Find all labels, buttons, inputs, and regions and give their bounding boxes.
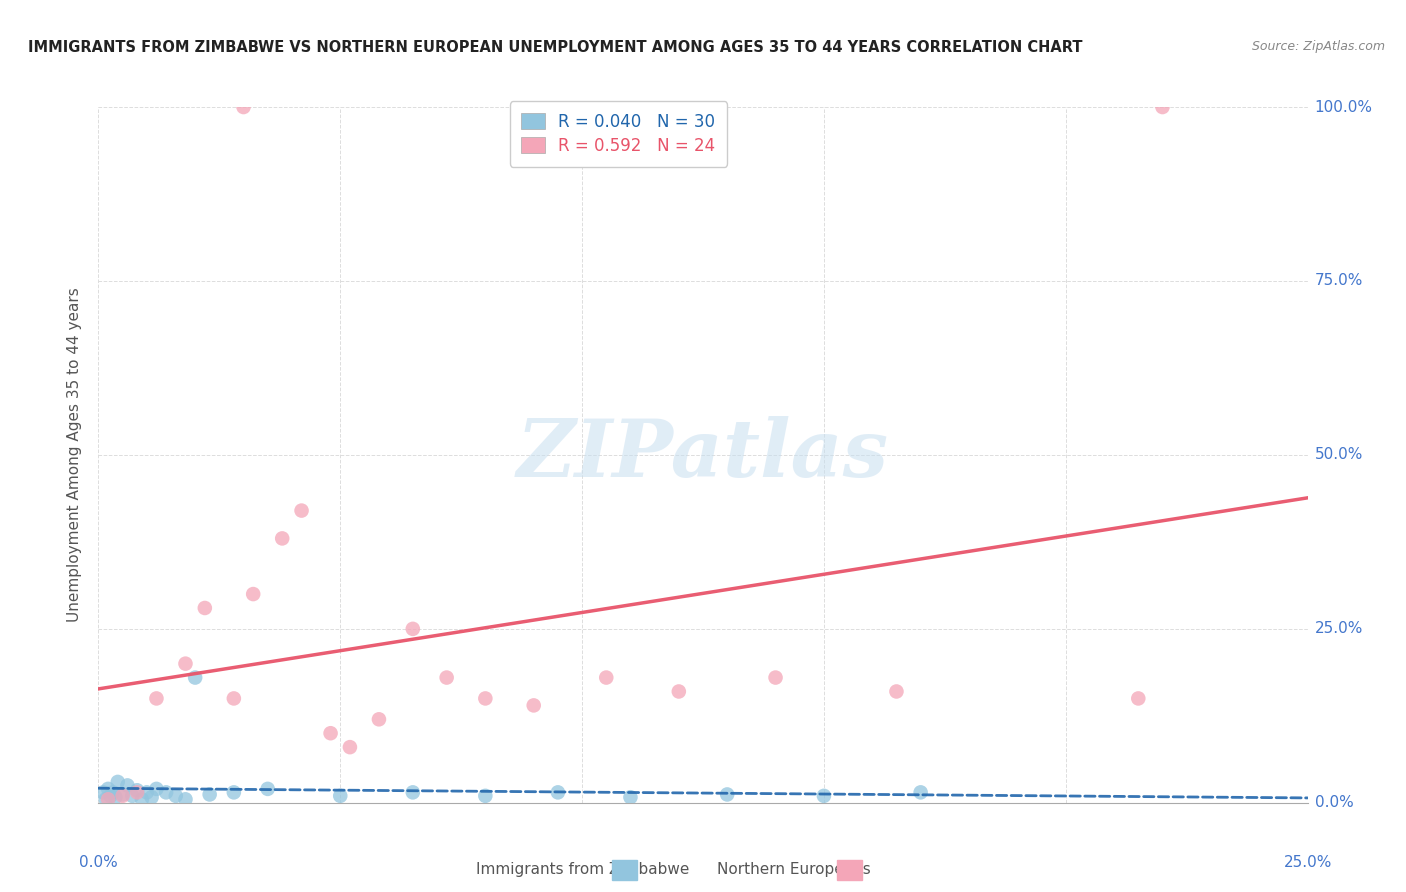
Text: ZIPatlas: ZIPatlas <box>517 417 889 493</box>
Point <box>595 671 617 685</box>
Point <box>232 100 254 114</box>
Point <box>368 712 391 726</box>
Point <box>174 792 197 806</box>
Point <box>1128 691 1150 706</box>
Point <box>329 789 352 803</box>
Point <box>101 785 124 799</box>
Point <box>97 792 120 806</box>
Point <box>256 781 278 796</box>
Point <box>716 788 738 802</box>
Text: Source: ZipAtlas.com: Source: ZipAtlas.com <box>1251 40 1385 54</box>
Point <box>474 691 496 706</box>
Point <box>619 790 641 805</box>
Point <box>523 698 546 713</box>
Text: 0.0%: 0.0% <box>79 855 118 870</box>
Legend: R = 0.040   N = 30, R = 0.592   N = 24: R = 0.040 N = 30, R = 0.592 N = 24 <box>510 102 727 167</box>
Text: 0.0%: 0.0% <box>1315 796 1353 810</box>
Point <box>290 503 312 517</box>
Point <box>141 790 163 805</box>
Point <box>174 657 197 671</box>
Point <box>813 789 835 803</box>
Point <box>271 532 294 546</box>
Point <box>339 740 361 755</box>
Point <box>194 601 217 615</box>
Text: 50.0%: 50.0% <box>1315 448 1362 462</box>
Point <box>117 778 139 793</box>
Point <box>145 691 167 706</box>
Text: 75.0%: 75.0% <box>1315 274 1362 288</box>
Point <box>198 788 221 802</box>
Point <box>1152 100 1174 114</box>
Point <box>127 783 149 797</box>
Point <box>402 785 425 799</box>
Point <box>131 792 153 806</box>
Text: Northern Europeans: Northern Europeans <box>717 863 870 877</box>
Text: 100.0%: 100.0% <box>1315 100 1372 114</box>
Point <box>111 788 134 802</box>
Text: IMMIGRANTS FROM ZIMBABWE VS NORTHERN EUROPEAN UNEMPLOYMENT AMONG AGES 35 TO 44 Y: IMMIGRANTS FROM ZIMBABWE VS NORTHERN EUR… <box>28 40 1083 55</box>
Point <box>242 587 264 601</box>
Y-axis label: Unemployment Among Ages 35 to 44 years: Unemployment Among Ages 35 to 44 years <box>66 287 82 623</box>
Point <box>121 789 143 803</box>
Text: 25.0%: 25.0% <box>1315 622 1362 636</box>
Point <box>111 789 134 803</box>
Point <box>184 671 207 685</box>
Point <box>668 684 690 698</box>
Point <box>104 790 127 805</box>
Point <box>222 785 245 799</box>
Point <box>97 781 120 796</box>
Point <box>100 789 122 803</box>
Point <box>145 781 167 796</box>
Point <box>319 726 342 740</box>
Text: 25.0%: 25.0% <box>1284 855 1331 870</box>
Point <box>91 785 114 799</box>
Point <box>135 785 157 799</box>
Point <box>886 684 908 698</box>
Point <box>402 622 425 636</box>
Point <box>155 785 177 799</box>
Point <box>127 785 149 799</box>
Point <box>222 691 245 706</box>
Point <box>547 785 569 799</box>
Point <box>436 671 458 685</box>
Point <box>165 789 187 803</box>
Point <box>765 671 787 685</box>
Point <box>94 792 117 806</box>
Point <box>910 785 932 799</box>
Point <box>107 775 129 789</box>
Point <box>474 789 496 803</box>
Text: Immigrants from Zimbabwe: Immigrants from Zimbabwe <box>475 863 689 877</box>
